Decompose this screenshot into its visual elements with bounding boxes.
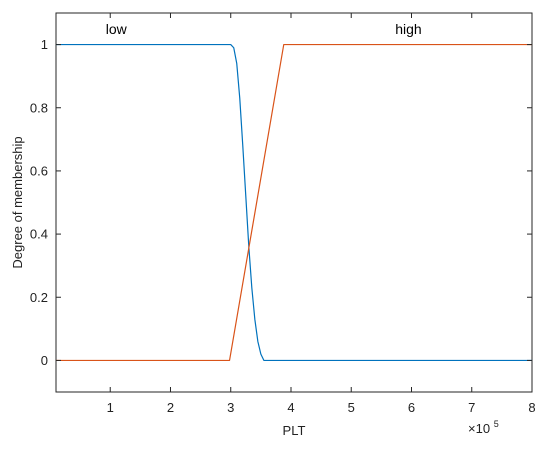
x-axis-exponent-prefix: ×10 bbox=[468, 421, 490, 436]
x-tick-label: 2 bbox=[167, 400, 174, 415]
plot-area bbox=[55, 12, 533, 393]
x-tick-label: 7 bbox=[468, 400, 475, 415]
x-tick-label: 5 bbox=[348, 400, 355, 415]
y-tick-label: 0 bbox=[41, 353, 48, 368]
y-tick-label: 0.8 bbox=[30, 100, 48, 115]
ticks-layer bbox=[56, 13, 533, 392]
series-layer bbox=[56, 43, 532, 362]
y-tick-label: 0.4 bbox=[30, 227, 48, 242]
x-axis-label: PLT bbox=[283, 423, 306, 438]
y-tick-label: 0.6 bbox=[30, 163, 48, 178]
y-tick-label: 1 bbox=[41, 37, 48, 52]
membership-label-high: high bbox=[395, 21, 421, 37]
y-tick-label: 0.2 bbox=[30, 290, 48, 305]
series-line-high bbox=[56, 43, 532, 362]
series-line-low bbox=[56, 43, 532, 362]
x-tick-label: 6 bbox=[408, 400, 415, 415]
labels-layer: 1 2 3 4 5 6 7 8 0 0.2 0.4 0.6 0.8 1 low high bbox=[30, 21, 536, 415]
x-tick-label: 4 bbox=[287, 400, 294, 415]
x-axis-exponent: ×10 5 bbox=[468, 419, 499, 436]
x-axis-exponent-power: 5 bbox=[494, 419, 499, 429]
membership-label-low: low bbox=[106, 21, 128, 37]
x-tick-label: 1 bbox=[107, 400, 114, 415]
x-tick-label: 3 bbox=[227, 400, 234, 415]
y-axis-label: Degree of membership bbox=[10, 136, 25, 268]
x-tick-label: 8 bbox=[528, 400, 535, 415]
